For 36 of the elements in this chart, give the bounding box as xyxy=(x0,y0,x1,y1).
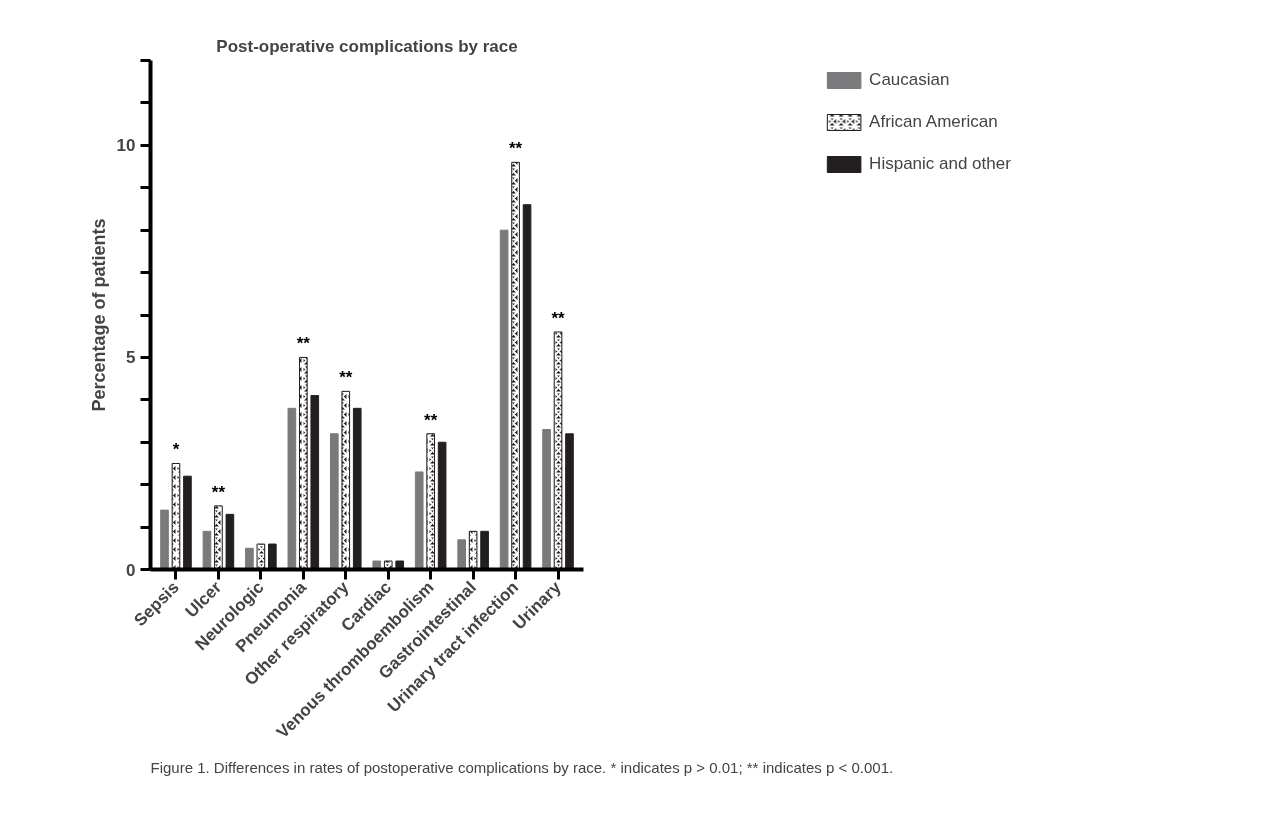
y-tick-label: 0 xyxy=(126,560,136,580)
bar xyxy=(372,560,382,570)
bar xyxy=(457,539,466,570)
bar xyxy=(542,429,551,570)
caption: Figure 1. Differences in rates of postoperative complications by race. * indicates p > 0.01; ** indicates p < 0.001. xyxy=(150,758,894,776)
legend-label: Hispanic and other xyxy=(869,154,1011,174)
bar xyxy=(287,407,297,570)
bar xyxy=(160,509,169,570)
legend-label: African American xyxy=(869,112,998,132)
bar xyxy=(437,441,447,570)
annotation: * xyxy=(172,440,180,460)
bar xyxy=(245,547,254,570)
annotation: ** xyxy=(339,368,353,388)
bar xyxy=(202,530,212,570)
legend-label: Caucasian xyxy=(869,70,950,90)
bar xyxy=(329,433,339,570)
annotation: ** xyxy=(508,139,523,159)
annotation: ** xyxy=(296,334,311,354)
bar xyxy=(395,560,405,570)
bar xyxy=(480,530,489,570)
y-axis-title: Percentage of patients xyxy=(88,218,109,412)
chart-title: Post-operative complications by race xyxy=(216,36,518,56)
y-tick-label: 5 xyxy=(126,348,136,368)
annotation: ** xyxy=(211,482,226,502)
bar xyxy=(499,229,509,570)
bar xyxy=(225,513,235,570)
bar xyxy=(352,407,362,570)
bar xyxy=(268,543,277,570)
bar xyxy=(565,433,574,570)
bar xyxy=(183,475,192,570)
bar xyxy=(414,471,424,570)
annotation: ** xyxy=(424,410,438,430)
y-tick-label: 10 xyxy=(116,136,136,156)
bar xyxy=(310,395,320,570)
bar xyxy=(522,204,532,570)
annotation: ** xyxy=(551,308,566,328)
